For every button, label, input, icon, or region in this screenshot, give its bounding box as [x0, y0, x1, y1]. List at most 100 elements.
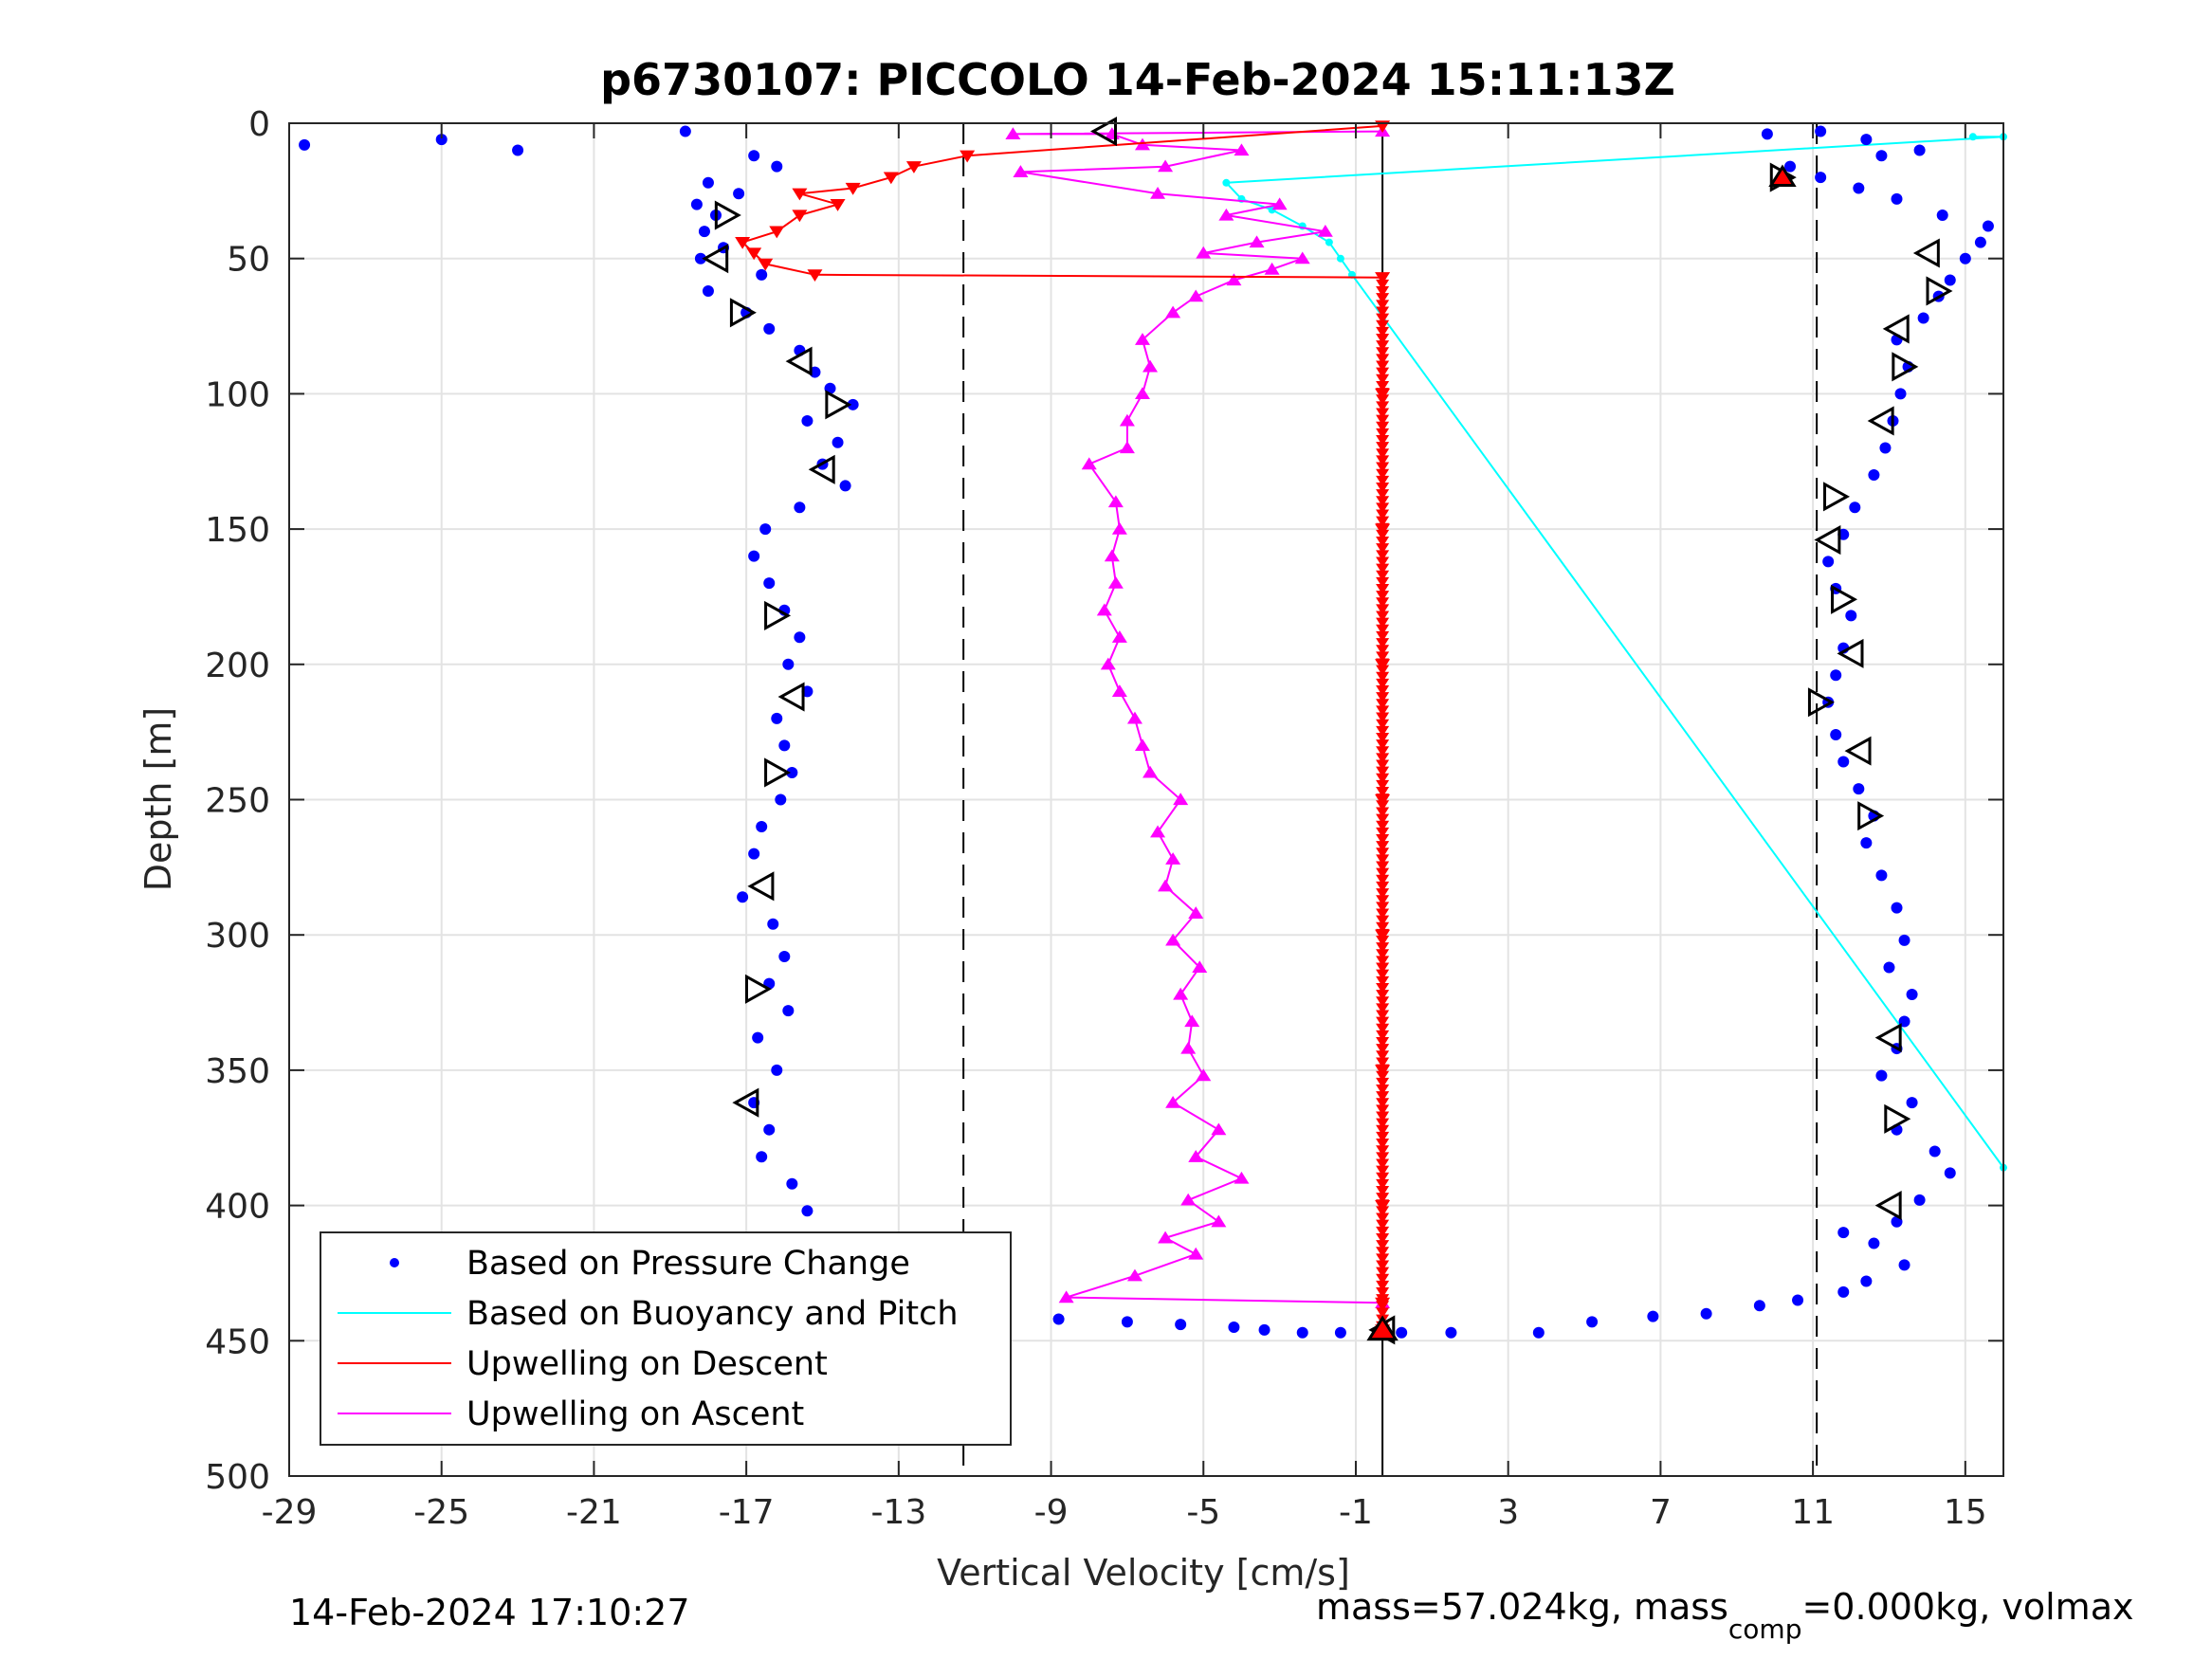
descent-upwelling-marker — [1376, 333, 1390, 345]
descent-upwelling-marker — [1376, 272, 1390, 283]
y-tick-label: 350 — [205, 1052, 270, 1091]
pressure-change-point — [1228, 1322, 1240, 1334]
descent-upwelling-marker — [1376, 1037, 1390, 1048]
pressure-change-point — [512, 144, 524, 156]
descent-upwelling-marker — [1376, 563, 1390, 574]
descent-upwelling-marker — [1376, 956, 1390, 967]
ascent-upwelling-marker — [1126, 711, 1143, 724]
legend-label-descent: Upwelling on Descent — [466, 1345, 828, 1383]
descent-marker-triangle — [714, 200, 741, 230]
ascent-upwelling-marker — [1188, 906, 1204, 919]
ascent-upwelling-marker — [1126, 1268, 1143, 1282]
x-tick-label: -1 — [1339, 1493, 1373, 1532]
pressure-change-point — [1913, 144, 1926, 156]
pressure-change-point — [1815, 125, 1827, 137]
pressure-change-point — [1822, 556, 1835, 568]
pressure-change-point — [763, 322, 776, 335]
pressure-change-point — [694, 252, 706, 264]
legend-label-ascent: Upwelling on Ascent — [466, 1395, 804, 1433]
descent-upwelling-marker — [1376, 475, 1390, 487]
ascent-upwelling-marker — [1081, 457, 1097, 470]
ascent-upwelling-marker — [1150, 187, 1166, 199]
ascent-upwelling-marker — [1317, 224, 1333, 237]
pressure-change-point — [756, 821, 768, 833]
chart-title: p6730107: PICCOLO 14-Feb-2024 15:11:13Z — [600, 54, 1675, 105]
pressure-change-point — [767, 918, 779, 930]
descent-upwelling-marker — [1376, 455, 1390, 466]
x-tick-label: 15 — [1944, 1493, 1987, 1532]
ascent-upwelling-marker — [1107, 575, 1124, 589]
descent-upwelling-marker — [830, 199, 846, 211]
descent-upwelling-marker — [1376, 1301, 1390, 1312]
pressure-change-point — [698, 226, 710, 238]
descent-upwelling-marker — [1376, 1280, 1390, 1292]
pressure-change-point — [733, 188, 745, 200]
pressure-change-point — [794, 631, 806, 644]
descent-upwelling-marker — [1376, 442, 1390, 453]
pressure-change-point — [690, 198, 703, 210]
footer-mass-sub: comp — [1728, 1613, 1802, 1645]
ascent-upwelling-marker — [1234, 143, 1250, 156]
ascent-upwelling-marker — [1134, 333, 1150, 345]
descent-upwelling-marker — [1376, 773, 1390, 784]
pressure-change-point — [1860, 134, 1873, 146]
legend-label-buoyancy: Based on Buoyancy and Pitch — [466, 1295, 959, 1333]
ascent-marker-triangle — [1874, 1023, 1902, 1053]
descent-upwelling-marker — [1376, 1212, 1390, 1224]
footer-mass-suffix: =0.000kg, volmax — [1801, 1586, 2133, 1628]
descent-upwelling-marker — [1376, 414, 1390, 426]
descent-upwelling-marker — [1376, 1232, 1390, 1245]
pressure-change-point — [1753, 1300, 1765, 1312]
ascent-upwelling-marker — [1211, 1214, 1227, 1228]
pressure-change-point — [1837, 756, 1850, 768]
y-tick-label: 150 — [205, 511, 270, 550]
y-axis-label: Depth [m] — [137, 707, 179, 892]
ascent-upwelling-marker — [1134, 137, 1150, 151]
buoyancy-pitch-line — [1224, 136, 2004, 1169]
pressure-change-point — [771, 712, 783, 724]
pressure-change-point — [778, 739, 791, 752]
pressure-change-point — [1929, 1145, 1941, 1158]
descent-upwelling-marker — [1376, 1206, 1390, 1217]
ascent-upwelling-marker — [1165, 305, 1181, 319]
pressure-change-point — [832, 436, 844, 448]
pressure-change-point — [1868, 1237, 1880, 1249]
pressure-change-point — [1334, 1326, 1346, 1339]
ascent-upwelling-marker — [1107, 495, 1124, 508]
descent-upwelling-marker — [1376, 1084, 1390, 1096]
descent-upwelling-marker — [792, 210, 808, 223]
descent-upwelling-marker — [1376, 962, 1390, 974]
descent-upwelling-marker — [1376, 861, 1390, 872]
descent-upwelling-marker — [1376, 1077, 1390, 1089]
pressure-change-point — [1761, 128, 1773, 140]
pressure-change-point — [702, 284, 714, 297]
pressure-change-point — [1959, 252, 1971, 264]
pressure-change-point — [679, 125, 691, 137]
descent-upwelling-marker — [1376, 374, 1390, 386]
descent-upwelling-marker — [1376, 867, 1390, 879]
ascent-upwelling-marker — [1158, 159, 1174, 173]
descent-upwelling-marker — [735, 236, 751, 249]
descent-upwelling-marker — [1376, 624, 1390, 635]
ascent-marker-triangle — [1884, 1103, 1911, 1134]
descent-upwelling-marker — [1376, 380, 1390, 392]
pressure-change-point — [702, 176, 714, 189]
surface-marker — [1768, 164, 1797, 187]
descent-upwelling-marker — [1376, 1057, 1390, 1068]
pressure-change-point — [1894, 388, 1907, 400]
descent-upwelling-marker — [1376, 699, 1390, 710]
ascent-upwelling-marker — [1096, 603, 1112, 616]
pressure-change-point — [1837, 1285, 1850, 1298]
descent-upwelling-marker — [1376, 936, 1390, 947]
pressure-change-point — [1586, 1316, 1599, 1328]
descent-upwelling-marker — [1376, 496, 1390, 507]
ascent-upwelling-marker — [1158, 1231, 1174, 1244]
descent-upwelling-marker — [1376, 556, 1390, 568]
ascent-upwelling-marker — [1249, 235, 1265, 248]
descent-marker-triangle — [732, 1087, 759, 1118]
descent-upwelling-marker — [1376, 725, 1390, 738]
pressure-change-point — [1396, 1326, 1408, 1339]
legend-box — [320, 1231, 1012, 1446]
pressure-change-point — [1868, 469, 1880, 482]
ascent-upwelling-marker — [1143, 765, 1159, 778]
